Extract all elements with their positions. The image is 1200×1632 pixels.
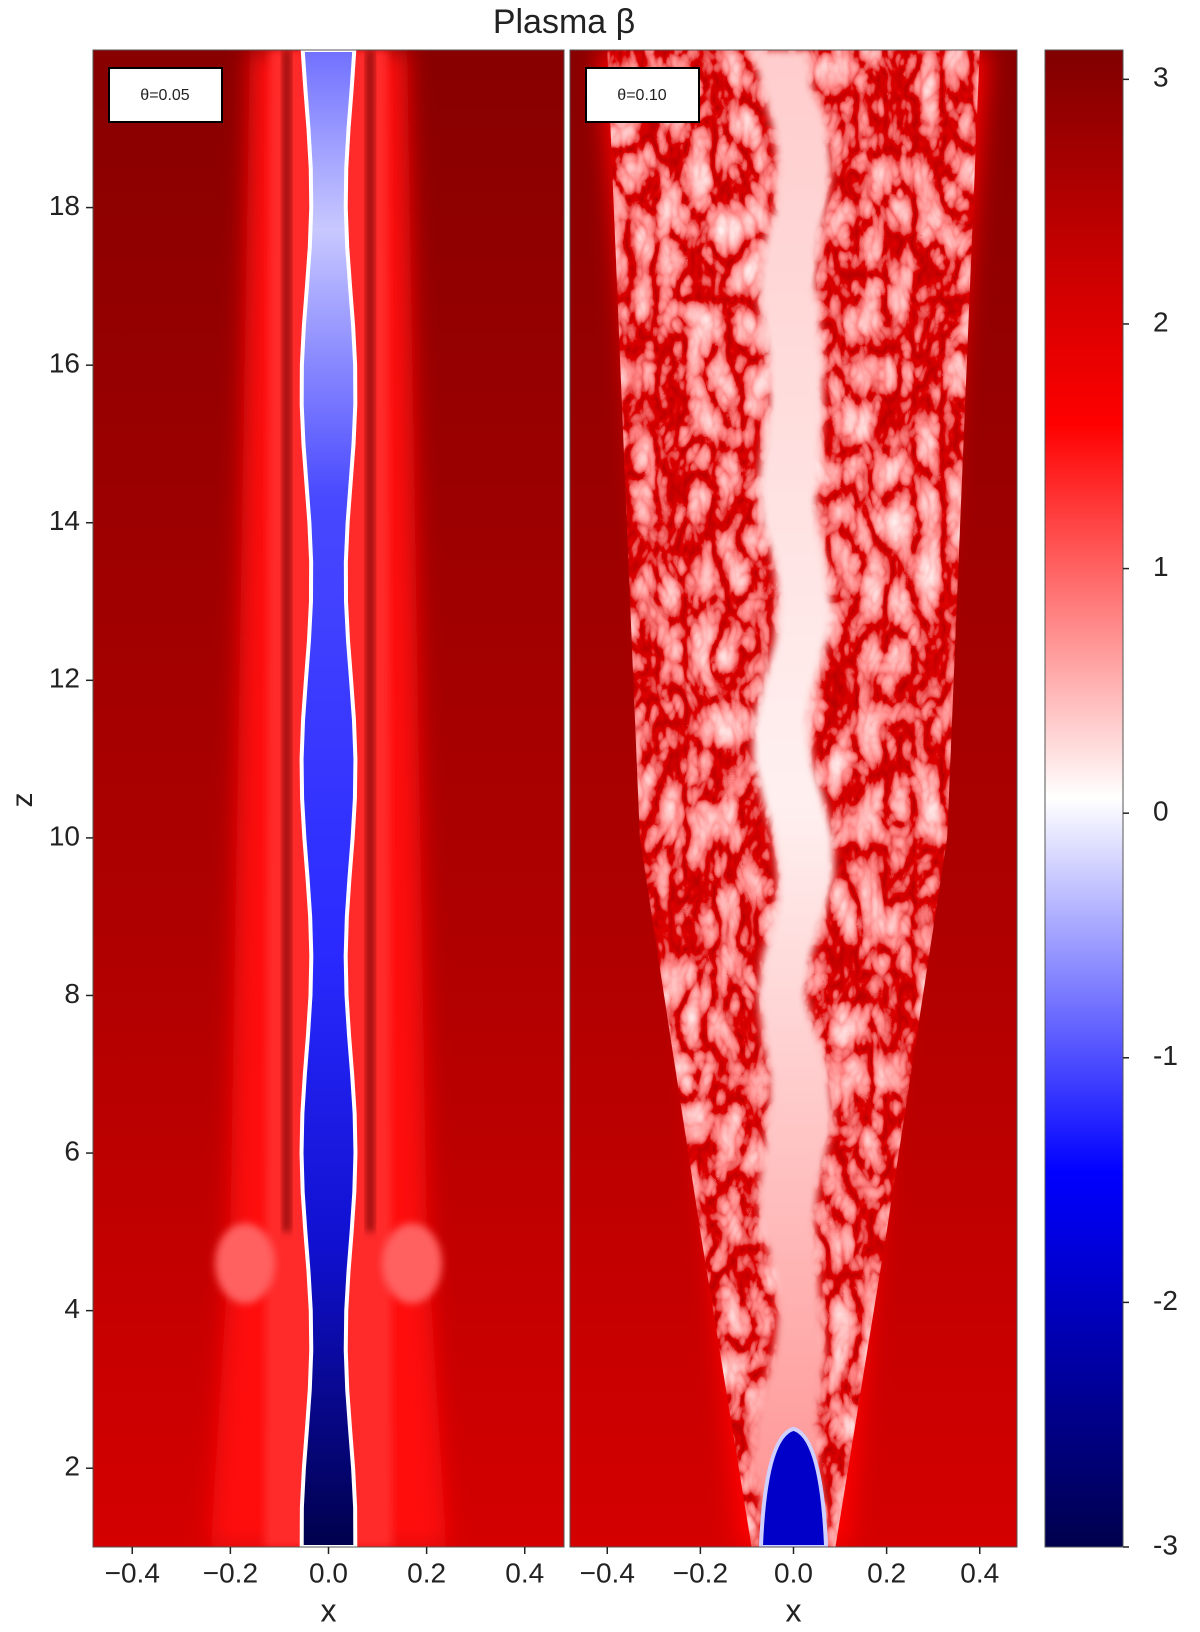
colorbar <box>1044 49 1124 1548</box>
panel-label-box: θ=0.10 <box>585 67 700 123</box>
x-tick-label: 0.4 <box>505 1557 544 1588</box>
y-axis-label: z <box>6 793 39 808</box>
dark-stripe <box>283 50 290 1232</box>
y-tick-label: 4 <box>64 1293 80 1324</box>
panel-label: θ=0.10 <box>617 87 666 104</box>
x-tick-label: −0.2 <box>673 1557 728 1588</box>
x-tick-label: −0.4 <box>580 1557 635 1588</box>
y-tick-label: 12 <box>49 663 80 694</box>
y-tick-label: 18 <box>49 190 80 221</box>
x-tick-label: −0.2 <box>203 1557 258 1588</box>
colorbar-tick-label: 0 <box>1153 796 1169 827</box>
jet-head <box>758 1426 829 1547</box>
x-tick-label: 0.0 <box>774 1557 813 1588</box>
panel-label: θ=0.05 <box>140 87 189 104</box>
y-tick-label: 8 <box>64 978 80 1009</box>
y-tick-label: 16 <box>49 348 80 379</box>
label-box <box>585 67 700 123</box>
x-tick-label: −0.4 <box>105 1557 160 1588</box>
colorbar-tick-label: -2 <box>1153 1285 1178 1316</box>
x-axis-label: x <box>786 1592 802 1628</box>
x-tick-label: 0.2 <box>867 1557 906 1588</box>
panel-image <box>93 50 564 1547</box>
colorbar-tick-label: 2 <box>1153 306 1169 337</box>
lobe <box>381 1223 442 1304</box>
y-tick-label: 2 <box>64 1451 80 1482</box>
y-tick-label: 6 <box>64 1135 80 1166</box>
jet-core <box>299 50 358 1547</box>
panel-image <box>570 50 1017 1547</box>
x-axis-label: x <box>321 1592 337 1628</box>
x-tick-label: 0.4 <box>960 1557 999 1588</box>
panel-label-box: θ=0.05 <box>108 67 223 123</box>
colorbar-tick-label: -1 <box>1153 1040 1178 1071</box>
colorbar-tick-label: 3 <box>1153 62 1169 93</box>
colorbar-tick-label: -3 <box>1153 1529 1178 1560</box>
dark-stripe <box>367 50 374 1232</box>
label-box <box>108 67 223 123</box>
chart-title: Plasma β <box>493 3 635 41</box>
y-tick-label: 14 <box>49 505 80 536</box>
x-tick-label: 0.0 <box>309 1557 348 1588</box>
lobe <box>215 1223 276 1304</box>
y-tick-label: 10 <box>49 820 80 851</box>
colorbar-tick-label: 1 <box>1153 551 1169 582</box>
x-tick-label: 0.2 <box>407 1557 446 1588</box>
jet-core <box>752 50 834 1547</box>
